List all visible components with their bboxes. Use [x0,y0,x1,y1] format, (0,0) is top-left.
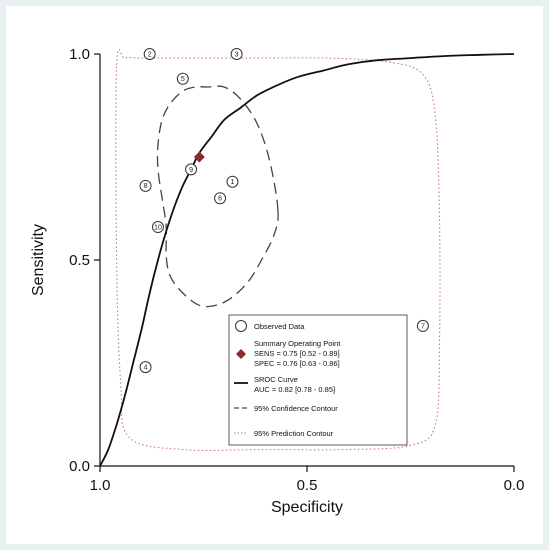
x-tick-label-05: 0.5 [297,477,318,494]
observed-point-label: 6 [218,196,222,203]
observed-point-4: 4 [139,361,152,374]
legend-confidence-label: 95% Confidence Contour [254,404,338,413]
y-tick-label-1: 1.0 [69,46,90,63]
legend-summary-title: Summary Operating Point [254,339,341,348]
observed-point-label: 8 [144,183,148,190]
observed-point-circle [139,179,152,192]
observed-point-9: 9 [185,163,198,176]
observed-point-label: 3 [235,51,239,58]
x-axis-title: Specificity [271,499,343,516]
observed-point-circle [176,72,189,85]
y-axis-title: Sensitivity [30,224,47,296]
legend-observed-symbol [235,320,247,332]
legend-sroc-title: SROC Curve [254,375,298,384]
observed-point-circle [416,319,429,332]
observed-points: 1 2 3 4 5 6 7 8 9 10 [139,48,429,374]
confidence-contour [156,85,279,308]
sroc-chart: 1.0 0.5 0.0 0.0 0.5 1.0 Specificity Sens… [30,46,525,516]
observed-point-circle [214,192,227,205]
observed-point-label: 1 [231,179,235,186]
observed-point-circle [230,48,243,60]
observed-point-circle [185,163,198,176]
observed-point-label: 4 [144,365,148,372]
observed-point-10: 10 [151,221,164,234]
observed-point-7: 7 [416,319,429,332]
observed-point-label: 2 [148,51,152,58]
observed-point-5: 5 [176,72,189,85]
legend-box [228,314,408,446]
chart-frame: 1.0 0.5 0.0 0.0 0.5 1.0 Specificity Sens… [6,6,543,544]
x-tick-label-0: 0.0 [504,477,525,494]
observed-point-circle [143,48,156,60]
observed-point-label: 9 [189,167,193,174]
observed-point-1: 1 [226,175,239,188]
legend-summary-spec: SPEC = 0.76 [0.63 - 0.86] [254,359,340,368]
observed-point-circle [226,175,239,188]
legend-summary-symbol [236,349,246,359]
y-tick-label-05: 0.5 [69,252,90,269]
sroc-curve [99,53,515,467]
observed-point-3: 3 [230,48,243,60]
legend-summary-sens: SENS = 0.75 [0.52 - 0.89] [254,349,340,358]
observed-point-8: 8 [139,179,152,192]
summary-operating-point [193,151,205,163]
observed-point-2: 2 [143,48,156,60]
observed-point-6: 6 [214,192,227,205]
observed-point-label: 10 [154,224,162,231]
observed-point-circle [151,221,164,234]
observed-point-circle [139,361,152,374]
legend-prediction-label: 95% Prediction Contour [254,429,334,438]
legend-observed-label: Observed Data [254,322,305,331]
observed-point-label: 7 [421,323,425,330]
legend: Observed Data Summary Operating Point SE… [228,314,408,446]
axis-ticks [94,53,515,472]
legend-sroc-auc: AUC = 0.82 [0.78 - 0.85] [254,385,335,394]
x-tick-label-1: 1.0 [90,477,111,494]
y-tick-label-0: 0.0 [69,458,90,475]
prediction-contour [115,48,441,451]
observed-point-label: 5 [181,76,185,83]
